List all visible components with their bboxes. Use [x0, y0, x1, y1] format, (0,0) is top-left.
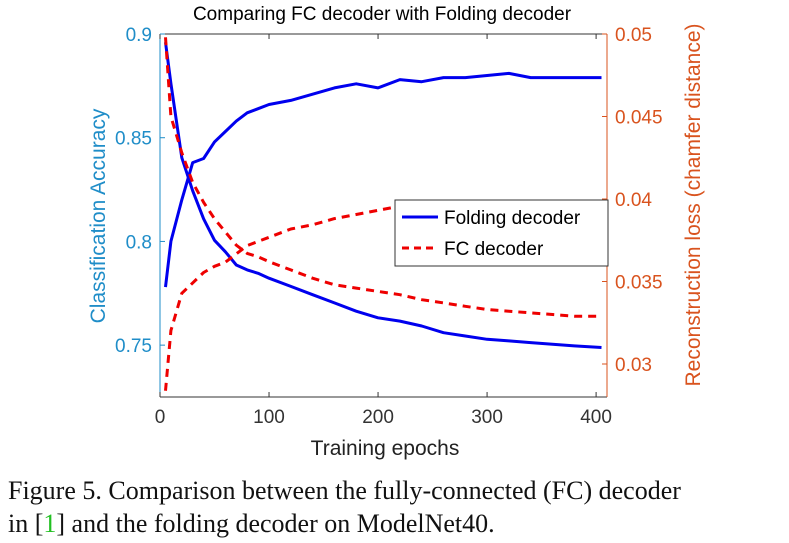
right-y-tick-label: 0.035 [615, 273, 663, 294]
caption-reference-link[interactable]: 1 [43, 509, 57, 538]
left-y-tick-label: 0.9 [126, 25, 152, 46]
fc-decoder-loss-line [164, 37, 602, 318]
right-axis-label: Reconstruction loss (chamfer distance) [682, 24, 705, 387]
legend-box [394, 199, 609, 267]
x-tick-label: 400 [580, 407, 612, 428]
figure-caption: Figure 5. Comparison between the fully-c… [8, 474, 783, 540]
right-y-tick-label: 0.03 [615, 355, 652, 376]
caption-line-2-end: ] and the folding decoder on ModelNet40. [56, 509, 495, 538]
fc-decoder-accuracy-line [164, 200, 602, 391]
x-tick-label: 0 [155, 407, 166, 428]
right-y-tick-label: 0.045 [615, 108, 663, 129]
folding-decoder-accuracy-line [164, 71, 602, 288]
left-y-tick-label: 0.75 [115, 336, 152, 357]
caption-line-2-start: in [ [8, 509, 44, 538]
ticks-layer: 0 100 200 300 400 0.75 0.8 0.85 0.9 0.03 0.035 0.04… [115, 25, 663, 428]
left-y-tick-label: 0.8 [126, 232, 152, 253]
chart-title: Comparing FC decoder with Folding decode… [193, 4, 572, 25]
caption-line-1: Figure 5. Comparison between the fully-c… [8, 476, 681, 505]
legend: Folding decoder FC decoder [394, 199, 609, 267]
right-y-tick-label: 0.04 [615, 190, 652, 211]
x-tick-label: 300 [471, 407, 503, 428]
folding-decoder-loss-line [164, 42, 602, 349]
x-axis-label: Training epochs [311, 437, 460, 460]
x-tick-label: 100 [253, 407, 285, 428]
series-layer [164, 37, 602, 391]
chart: Comparing FC decoder with Folding decode… [87, 4, 705, 460]
legend-label-fc: FC decoder [444, 239, 544, 260]
x-tick-label: 200 [362, 407, 394, 428]
plot-frame [159, 33, 608, 398]
left-axis-label: Classification Accuracy [87, 108, 110, 323]
legend-label-folding: Folding decoder [444, 208, 581, 229]
left-y-tick-label: 0.85 [115, 129, 152, 150]
caption-line-2: in [1] and the folding decoder on ModelN… [8, 507, 783, 540]
right-y-tick-label: 0.05 [615, 25, 652, 46]
